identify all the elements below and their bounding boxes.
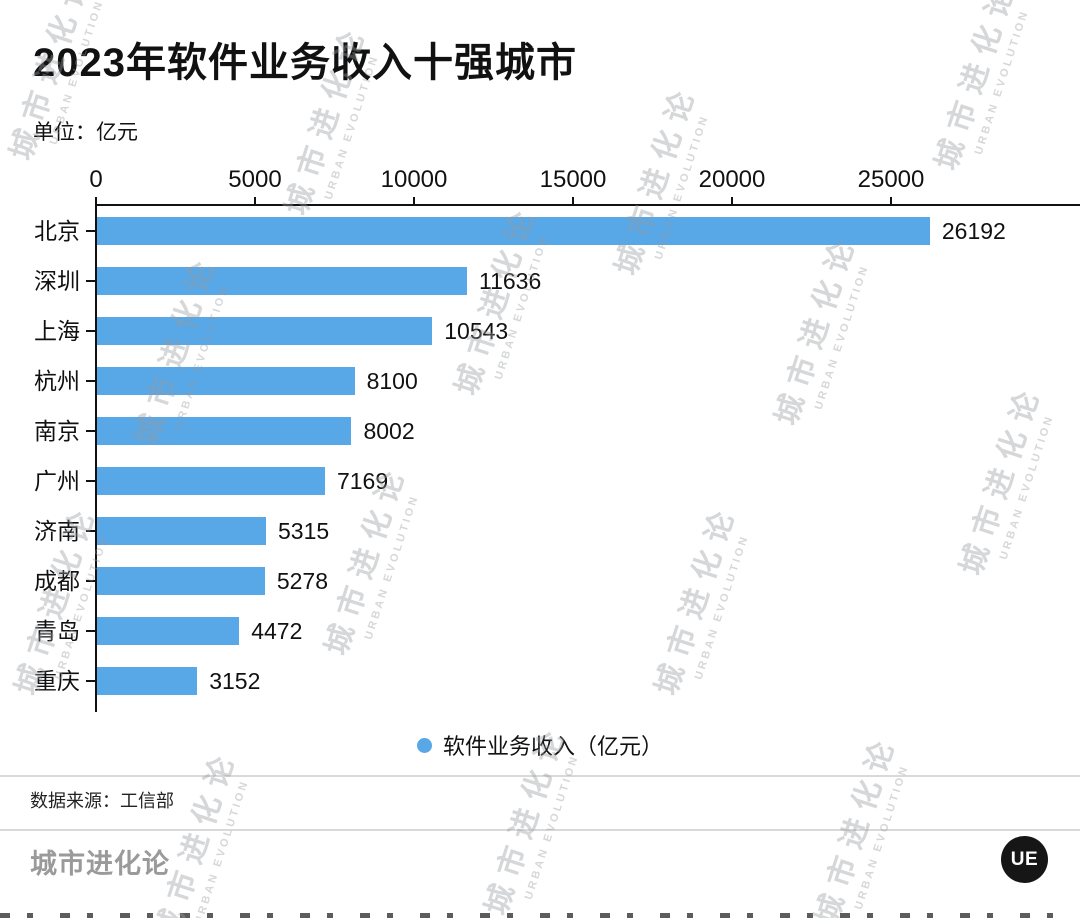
brand-logo: UE (1001, 836, 1048, 883)
y-tick-mark (86, 580, 95, 582)
source-note: 数据来源：工信部 (30, 791, 174, 811)
x-tick-mark (572, 197, 574, 204)
category-label: 北京 (34, 218, 80, 244)
y-tick-mark (86, 680, 95, 682)
y-tick-mark (86, 480, 95, 482)
divider-bottom (0, 829, 1080, 831)
value-label: 4472 (251, 618, 303, 644)
x-tick-label: 25000 (857, 166, 925, 193)
y-axis-line (95, 204, 97, 712)
x-tick-mark (413, 197, 415, 204)
bar-row: 青岛 4472 (0, 606, 1080, 656)
brand-name: 城市进化论 (30, 849, 170, 879)
bar-row: 济南 5315 (0, 506, 1080, 556)
divider-top (0, 775, 1080, 777)
unit-label: 单位：亿元 (33, 121, 138, 144)
value-label: 3152 (209, 668, 261, 694)
legend-dot-icon (416, 737, 432, 753)
bar (97, 267, 468, 295)
chart-title: 2023年软件业务收入十强城市 (33, 41, 577, 85)
bar (97, 567, 265, 595)
bar (97, 367, 355, 395)
y-tick-mark (86, 330, 95, 332)
x-tick-mark (95, 197, 97, 204)
x-tick-label: 5000 (228, 166, 282, 193)
x-tick-label: 20000 (698, 166, 766, 193)
bar-row: 重庆 3152 (0, 656, 1080, 706)
y-tick-mark (86, 530, 95, 532)
bar (97, 317, 433, 345)
bar (97, 217, 930, 245)
bar-row: 上海 10543 (0, 306, 1080, 356)
brand-logo-text: UE (1010, 848, 1039, 870)
bar-row: 深圳 11636 (0, 256, 1080, 306)
bar (97, 617, 240, 645)
category-label: 深圳 (34, 268, 80, 294)
y-tick-mark (86, 230, 95, 232)
category-label: 广州 (34, 468, 80, 494)
category-label: 上海 (34, 318, 80, 344)
value-label: 8002 (363, 418, 415, 444)
bar-row: 南京 8002 (0, 406, 1080, 456)
category-label: 青岛 (34, 618, 80, 644)
value-label: 11636 (479, 268, 542, 294)
legend-label: 软件业务收入（亿元） (442, 734, 663, 759)
x-tick-mark (890, 197, 892, 204)
value-label: 5315 (278, 518, 330, 544)
category-label: 济南 (34, 518, 80, 544)
x-tick-mark (254, 197, 256, 204)
bar-row: 广州 7169 (0, 456, 1080, 506)
legend: 软件业务收入（亿元） (0, 728, 1080, 762)
bar (97, 667, 198, 695)
bar (97, 517, 267, 545)
y-tick-mark (86, 380, 95, 382)
category-label: 重庆 (34, 668, 80, 694)
x-tick-label: 15000 (539, 166, 607, 193)
bar (97, 417, 352, 445)
value-label: 10543 (444, 318, 509, 344)
category-label: 成都 (34, 568, 80, 594)
bar-row: 北京 26192 (0, 206, 1080, 256)
y-tick-mark (86, 280, 95, 282)
value-label: 5278 (276, 568, 328, 594)
bar-row: 杭州 8100 (0, 356, 1080, 406)
x-axis-line (96, 204, 1080, 206)
x-tick-mark (731, 197, 733, 204)
x-tick-label: 0 (89, 166, 103, 193)
y-tick-mark (86, 430, 95, 432)
value-label: 7169 (336, 468, 389, 494)
category-label: 杭州 (34, 368, 80, 394)
value-label: 8100 (366, 368, 418, 394)
category-label: 南京 (34, 418, 80, 444)
x-tick-label: 10000 (380, 166, 448, 193)
watermark-bottom-clip (0, 913, 1080, 918)
bar (97, 467, 325, 495)
value-label: 26192 (941, 218, 1006, 244)
y-tick-mark (86, 630, 95, 632)
bar-row: 成都 5278 (0, 556, 1080, 606)
